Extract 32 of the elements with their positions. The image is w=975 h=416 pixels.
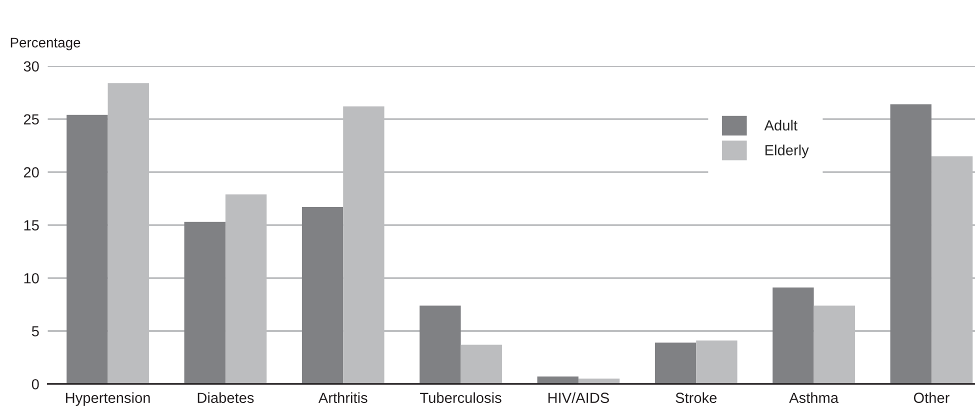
bar (66, 114, 108, 384)
bar (460, 344, 502, 384)
legend-label: Adult (764, 120, 798, 131)
bar (772, 288, 814, 384)
y-tick-label: 15 (24, 220, 39, 230)
y-tick-label: 0 (32, 379, 39, 390)
y-tick-label: 25 (24, 114, 39, 125)
x-tick-label: HIV/AIDS (548, 392, 609, 404)
y-tick-label: 30 (24, 61, 39, 72)
legend-label: Elderly (766, 144, 809, 158)
bar (420, 306, 461, 384)
x-tick-label: Tuberculosis (420, 392, 502, 404)
y-tick-label: 5 (32, 326, 39, 336)
bar (184, 222, 226, 384)
bar (931, 156, 973, 384)
bar (696, 340, 738, 384)
bar (302, 207, 344, 384)
x-tick-label: Diabetes (198, 392, 254, 404)
y-axis-title: Percentage (10, 38, 80, 50)
bar (108, 83, 149, 384)
x-tick-label: Stroke (676, 392, 717, 404)
bar (814, 306, 855, 384)
x-tick-label: Arthritis (318, 392, 368, 404)
y-tick-label: 20 (24, 167, 39, 178)
bar (654, 342, 696, 384)
x-tick-label: Hypertension (66, 392, 150, 406)
bar (890, 104, 932, 384)
x-tick-label: Other (914, 392, 950, 404)
x-tick-label: Asthma (789, 392, 839, 404)
y-tick-label: 10 (24, 273, 39, 284)
bar (225, 194, 267, 384)
bar (343, 106, 384, 384)
